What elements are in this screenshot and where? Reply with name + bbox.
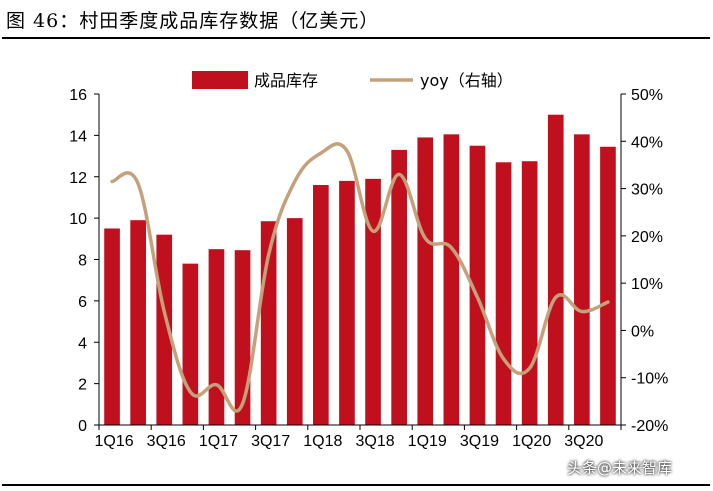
bar-2Q16 [130,220,146,425]
left-tick-label: 14 [69,128,87,145]
axes [98,94,622,426]
x-axis-ticks: 1Q16 3Q16 1Q17 3Q17 1Q18 3Q18 1Q19 3Q19 1Q20 3Q20 [94,425,622,450]
watermark: 头条@未来智库 [567,459,673,477]
right-tick-label: 50% [631,87,663,104]
x-tick-label: 3Q17 [251,433,290,450]
legend: 成品库存 yoy（右轴） [192,71,513,90]
bar-1Q20 [521,161,538,426]
bar-1Q18 [313,185,329,425]
x-tick-label: 3Q19 [460,433,499,450]
right-tick-label: -10% [631,371,668,388]
right-tick-label: 30% [631,182,663,199]
left-tick-label: 6 [78,294,87,311]
bar-4Q17 [286,218,303,426]
right-tick-label: 40% [631,134,663,151]
legend-label-bar: 成品库存 [254,71,318,90]
right-tick-label: 10% [631,276,663,293]
left-tick-label: 8 [78,253,87,270]
bar-4Q20 [600,146,616,425]
legend-swatch-bar [192,71,248,89]
bar-1Q19 [417,137,434,425]
x-tick-label: 1Q18 [303,433,342,450]
left-axis-ticks: 0 2 4 6 8 10 12 14 16 [69,87,99,435]
bar-4Q16 [182,263,199,425]
right-tick-label: 20% [631,229,663,246]
bar-2Q20 [547,114,564,425]
left-tick-label: 0 [78,418,87,435]
line-series [110,142,610,413]
x-tick-label: 3Q18 [355,433,394,450]
bar-3Q18 [365,178,381,425]
bar-4Q18 [391,149,407,426]
bar-1Q17 [208,249,225,425]
x-tick-label: 1Q16 [94,433,133,450]
left-tick-label: 16 [69,87,87,104]
top-rule [2,37,710,39]
legend-label-line: yoy（右轴） [420,71,513,90]
bar-3Q16 [156,234,173,425]
left-tick-label: 12 [69,170,87,187]
title-bar: 图 46：村田季度成品库存数据（亿美元） [0,0,713,38]
x-tick-label: 3Q16 [147,433,186,450]
left-tick-label: 2 [78,377,87,394]
bar-1Q16 [104,228,120,425]
yoy-line [110,142,610,413]
bar-3Q19 [469,145,486,425]
left-tick-label: 4 [78,335,87,352]
x-tick-label: 1Q19 [408,433,447,450]
right-tick-label: -20% [631,418,668,435]
bar-3Q20 [574,134,590,425]
x-tick-label: 1Q17 [199,433,238,450]
right-axis-ticks: -20% -10% 0% 10% 20% 30% 40% 50% [621,87,668,435]
bar-2Q19 [443,134,460,425]
left-tick-label: 10 [69,211,87,228]
bottom-rule [2,484,710,486]
right-tick-label: 0% [631,323,654,340]
x-tick-label: 3Q20 [564,433,603,450]
bar-2Q18 [339,180,355,425]
bar-series [104,114,616,426]
bar-4Q19 [495,162,512,425]
chart-title: 图 46：村田季度成品库存数据（亿美元） [6,10,380,32]
x-tick-label: 1Q20 [512,433,551,450]
